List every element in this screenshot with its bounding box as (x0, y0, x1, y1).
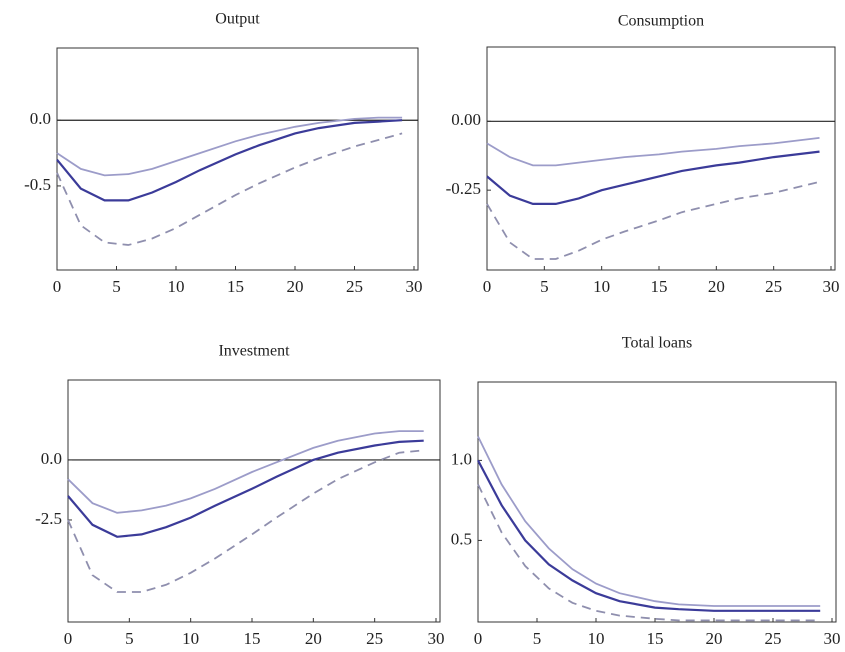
chart-title: Investment (218, 343, 290, 360)
series-line (486, 181, 820, 260)
plot-frame (67, 379, 441, 623)
x-tick-label: 15 (647, 629, 664, 648)
y-tick-label: -0.25 (446, 179, 481, 198)
plot-frame (486, 46, 836, 271)
series-line (67, 430, 424, 514)
series-line (56, 132, 403, 246)
chart-title: Total loans (622, 335, 692, 352)
x-tick-label: 15 (651, 277, 668, 296)
chart-title: Consumption (618, 13, 704, 30)
series-line (477, 484, 821, 622)
y-tick-label: 0.0 (30, 109, 51, 128)
x-tick-label: 25 (765, 629, 782, 648)
x-tick-label: 25 (765, 277, 782, 296)
series-line (67, 449, 424, 593)
x-tick-label: 15 (227, 277, 244, 296)
x-tick-label: 10 (182, 629, 199, 648)
series-line (477, 436, 821, 607)
x-tick-label: 20 (706, 629, 723, 648)
y-tick-label: 1.0 (451, 449, 472, 468)
x-tick-label: 20 (287, 277, 304, 296)
y-tick-label: 0.0 (41, 449, 62, 468)
x-tick-label: 0 (64, 629, 73, 648)
plot-frame (477, 381, 837, 623)
series-line (486, 150, 820, 205)
series-line (56, 116, 403, 177)
plot-frame (56, 47, 419, 271)
x-tick-label: 5 (533, 629, 542, 648)
y-tick-label: 0.00 (451, 110, 481, 129)
series-line (477, 459, 821, 612)
series-line (56, 119, 403, 202)
x-tick-label: 25 (346, 277, 363, 296)
x-tick-label: 20 (708, 277, 725, 296)
x-tick-label: 0 (483, 277, 492, 296)
y-tick-label: -0.5 (24, 175, 51, 194)
x-tick-label: 30 (823, 277, 840, 296)
x-tick-label: 15 (244, 629, 261, 648)
x-tick-label: 30 (824, 629, 841, 648)
x-tick-label: 5 (112, 277, 121, 296)
chart-title: Output (215, 11, 260, 28)
x-tick-label: 30 (406, 277, 423, 296)
x-tick-label: 10 (168, 277, 185, 296)
series-line (67, 439, 424, 538)
x-tick-label: 10 (593, 277, 610, 296)
series-line (486, 137, 820, 167)
x-tick-label: 30 (428, 629, 445, 648)
x-tick-label: 0 (53, 277, 62, 296)
x-tick-label: 5 (125, 629, 134, 648)
x-tick-label: 10 (588, 629, 605, 648)
x-tick-label: 25 (366, 629, 383, 648)
y-tick-label: 0.5 (451, 529, 472, 548)
x-tick-label: 0 (474, 629, 483, 648)
x-tick-label: 20 (305, 629, 322, 648)
y-tick-label: -2.5 (35, 509, 62, 528)
x-tick-label: 5 (540, 277, 549, 296)
